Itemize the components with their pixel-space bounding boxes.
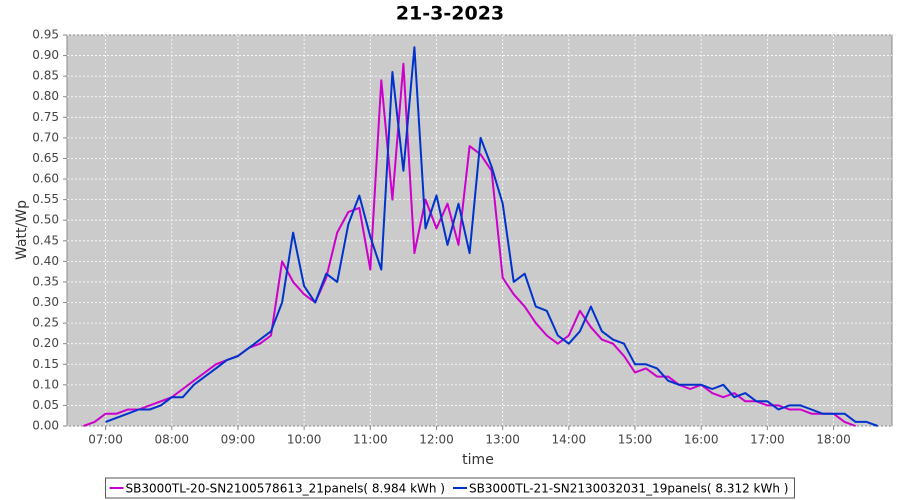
y-tick-label: 0.50 [32, 213, 59, 227]
y-tick-label: 0.20 [32, 336, 59, 350]
y-tick-label: 0.55 [32, 192, 59, 206]
y-tick-label: 0.60 [32, 172, 59, 186]
x-tick-label: 09:00 [221, 433, 256, 447]
x-tick-label: 14:00 [552, 433, 587, 447]
y-tick-label: 0.80 [32, 89, 59, 103]
x-tick-label: 11:00 [353, 433, 388, 447]
y-tick-label: 0.75 [32, 110, 59, 124]
y-tick-label: 0.15 [32, 357, 59, 371]
x-tick-label: 13:00 [485, 433, 520, 447]
x-tick-label: 15:00 [618, 433, 653, 447]
y-tick-label: 0.90 [32, 48, 59, 62]
series-line [105, 46, 879, 427]
series-line [83, 62, 856, 427]
y-tick-label: 0.40 [32, 254, 59, 268]
x-tick-label: 18:00 [816, 433, 851, 447]
y-tick-label: 0.10 [32, 377, 59, 391]
x-tick-label: 12:00 [419, 433, 454, 447]
legend-box [105, 477, 795, 499]
y-tick-label: 0.85 [32, 69, 59, 83]
x-axis-label: time [462, 452, 494, 468]
y-tick-label: 0.25 [32, 316, 59, 330]
y-axis-label: Watt/Wp [14, 200, 30, 260]
x-tick-label: 08:00 [154, 433, 189, 447]
legend-label: SB3000TL-21-SN2130032031_19panels( 8.312… [469, 482, 788, 496]
chart-title: 21-3-2023 [396, 3, 504, 25]
x-tick-label: 07:00 [88, 433, 123, 447]
y-tick-label: 0.70 [32, 130, 59, 144]
y-tick-label: 0.45 [32, 233, 59, 247]
y-tick-label: 0.05 [32, 398, 59, 412]
plot-area [66, 34, 893, 427]
x-tick-label: 17:00 [750, 433, 785, 447]
y-tick-label: 0.30 [32, 295, 59, 309]
y-tick-label: 0.00 [32, 419, 59, 433]
legend: SB3000TL-20-SN2100578613_21panels( 8.984… [105, 477, 795, 499]
x-tick-label: 16:00 [684, 433, 719, 447]
y-tick-label: 0.35 [32, 274, 59, 288]
x-tick-label: 10:00 [287, 433, 322, 447]
legend-label: SB3000TL-20-SN2100578613_21panels( 8.984… [126, 482, 445, 496]
y-tick-label: 0.95 [32, 28, 59, 42]
y-tick-label: 0.65 [32, 151, 59, 165]
